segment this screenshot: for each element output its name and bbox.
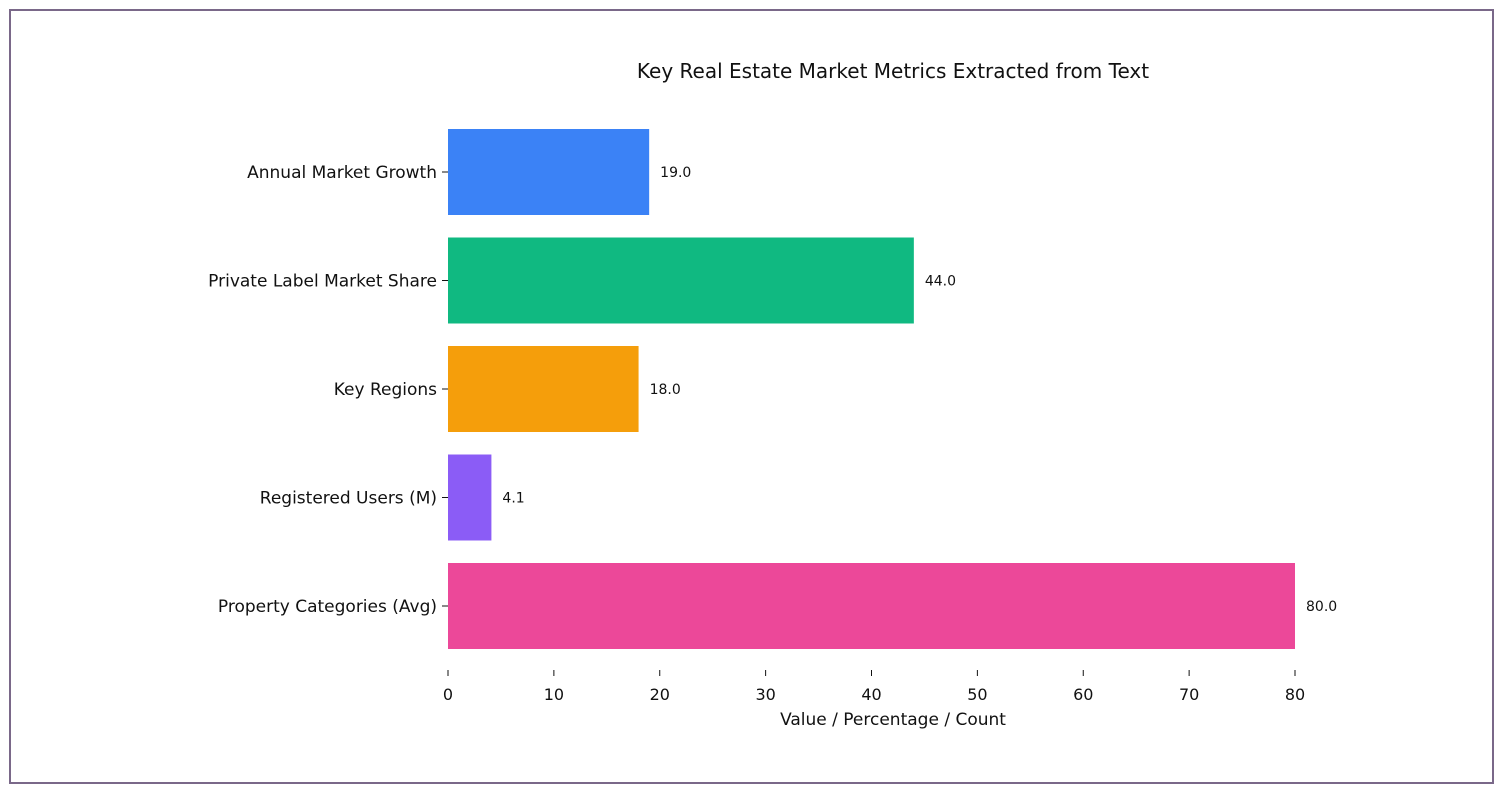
chart-title: Key Real Estate Market Metrics Extracted…: [637, 59, 1149, 83]
value-label-2: 18.0: [650, 382, 681, 398]
bar-2: [448, 346, 639, 432]
bars-group: [448, 129, 1295, 649]
bar-4: [448, 563, 1295, 649]
category-label-2: Key Regions: [334, 380, 437, 400]
category-label-4: Property Categories (Avg): [218, 597, 437, 617]
category-label-1: Private Label Market Share: [208, 272, 437, 292]
x-tick-label-7: 70: [1179, 685, 1199, 704]
x-tick-label-1: 10: [544, 685, 564, 704]
value-label-1: 44.0: [925, 274, 956, 290]
x-tick-label-2: 20: [650, 685, 670, 704]
chart-frame: [9, 9, 1494, 784]
bar-3: [448, 454, 492, 541]
bar-0: [448, 129, 650, 215]
value-label-0: 19.0: [660, 165, 691, 181]
value-label-4: 80.0: [1306, 599, 1337, 615]
x-tick-label-3: 30: [755, 685, 775, 704]
x-axis-label: Value / Percentage / Count: [780, 710, 1006, 730]
x-tick-label-6: 60: [1073, 685, 1093, 704]
x-tick-label-4: 40: [861, 685, 881, 704]
category-labels-group: Annual Market Growth Private Label Market…: [208, 163, 448, 617]
x-tick-label-8: 80: [1285, 685, 1305, 704]
x-tick-label-5: 50: [967, 685, 987, 704]
x-axis: 0 10 20 30 40 50 60 70 80: [443, 670, 1305, 704]
bar-1: [448, 237, 914, 324]
value-label-3: 4.1: [502, 491, 524, 507]
x-tick-label-0: 0: [443, 685, 453, 704]
value-labels-group: 19.0 44.0 18.0 4.1 80.0: [502, 165, 1337, 615]
category-label-3: Registered Users (M): [260, 489, 437, 509]
category-label-0: Annual Market Growth: [247, 163, 437, 183]
